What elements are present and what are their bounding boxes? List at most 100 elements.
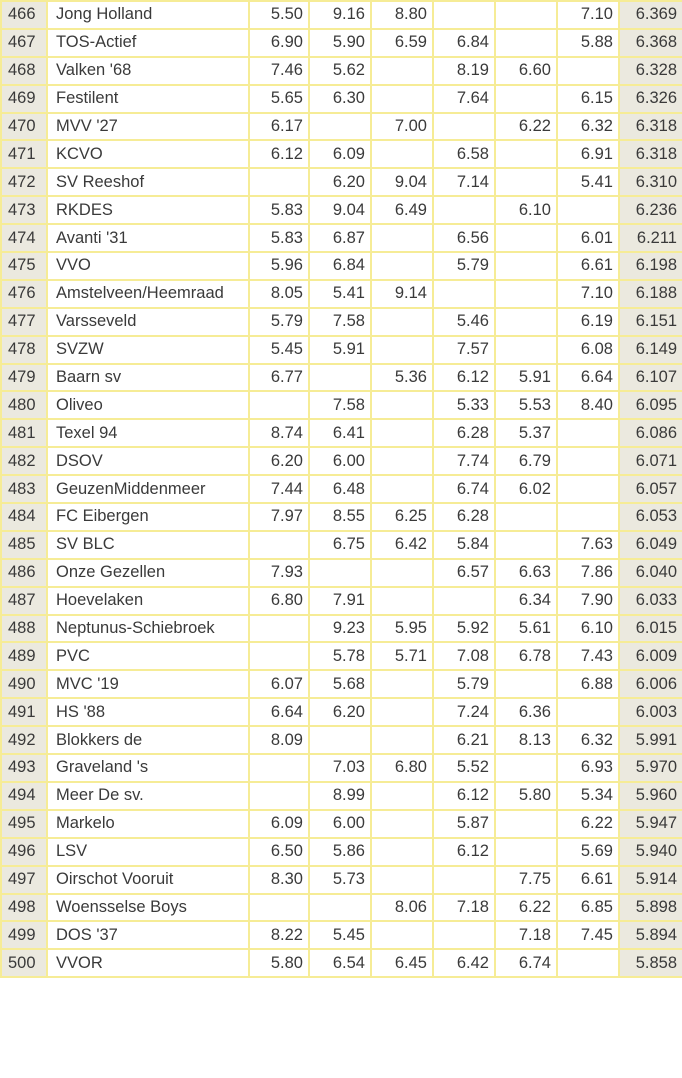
score: 5.41: [556, 167, 620, 198]
score: 6.74: [494, 948, 558, 979]
table-row: 486 Onze Gezellen 7.93 6.57 6.63 7.86 6.040: [0, 557, 682, 588]
table-row: 473 RKDES 5.83 9.04 6.49 6.10 6.236: [0, 195, 682, 226]
score: [556, 697, 620, 728]
score: 6.25: [370, 502, 434, 532]
table-row: 491 HS '88 6.64 6.20 7.24 6.36 6.003: [0, 697, 682, 728]
club-name: VVO: [46, 251, 250, 281]
score: 5.34: [556, 780, 620, 811]
score: 7.91: [308, 585, 372, 616]
rank: 470: [0, 111, 48, 142]
club-name: PVC: [46, 641, 250, 672]
rank: 489: [0, 641, 48, 672]
score: 8.13: [494, 725, 558, 756]
table-row: 472 SV Reeshof 6.20 9.04 7.14 5.41 6.310: [0, 167, 682, 198]
final-score: 6.198: [618, 251, 682, 281]
table-row: 468 Valken '68 7.46 5.62 8.19 6.60 6.328: [0, 55, 682, 86]
score: [494, 223, 558, 254]
score: 6.59: [370, 27, 434, 58]
score: 6.84: [308, 251, 372, 281]
rank: 480: [0, 390, 48, 421]
score: 6.45: [370, 948, 434, 979]
score: [370, 836, 434, 867]
score: [248, 167, 310, 198]
club-name: Markelo: [46, 808, 250, 839]
table-row: 477 Varsseveld 5.79 7.58 5.46 6.19 6.151: [0, 306, 682, 337]
club-name: Baarn sv: [46, 362, 250, 393]
table-row: 496 LSV 6.50 5.86 6.12 5.69 5.940: [0, 836, 682, 867]
score: [556, 948, 620, 979]
score: 6.77: [248, 362, 310, 393]
score: 8.55: [308, 502, 372, 532]
rank: 491: [0, 697, 48, 728]
score: 6.41: [308, 418, 372, 449]
club-name: HS '88: [46, 697, 250, 728]
club-name: Hoevelaken: [46, 585, 250, 616]
table-row: 478 SVZW 5.45 5.91 7.57 6.08 6.149: [0, 334, 682, 365]
table-row: 479 Baarn sv 6.77 5.36 6.12 5.91 6.64 6.107: [0, 362, 682, 393]
rank: 467: [0, 27, 48, 58]
score: 6.75: [308, 529, 372, 560]
score: 6.61: [556, 251, 620, 281]
final-score: 5.970: [618, 753, 682, 783]
score: [248, 892, 310, 923]
table-row: 474 Avanti '31 5.83 6.87 6.56 6.01 6.211: [0, 223, 682, 254]
score: 8.05: [248, 278, 310, 309]
club-name: FC Eibergen: [46, 502, 250, 532]
score: [370, 808, 434, 839]
score: 7.14: [432, 167, 496, 198]
score: 6.20: [308, 167, 372, 198]
score: 9.23: [308, 613, 372, 644]
score: [494, 83, 558, 114]
final-score: 5.894: [618, 920, 682, 951]
score: [556, 195, 620, 226]
score: 7.03: [308, 753, 372, 783]
table-row: 499 DOS '37 8.22 5.45 7.18 7.45 5.894: [0, 920, 682, 951]
score: [248, 529, 310, 560]
club-name: Blokkers de: [46, 725, 250, 756]
table-row: 488 Neptunus-Schiebroek 9.23 5.95 5.92 5.61 6.…: [0, 613, 682, 644]
score: 6.22: [556, 808, 620, 839]
score: 8.06: [370, 892, 434, 923]
score: 7.45: [556, 920, 620, 951]
score: [248, 641, 310, 672]
score: 5.61: [494, 613, 558, 644]
table-row: 482 DSOV 6.20 6.00 7.74 6.79 6.071: [0, 446, 682, 477]
score: 5.46: [432, 306, 496, 337]
final-score: 6.003: [618, 697, 682, 728]
final-score: 6.326: [618, 83, 682, 114]
score: 7.08: [432, 641, 496, 672]
club-name: Varsseveld: [46, 306, 250, 337]
score: 6.49: [370, 195, 434, 226]
score: 5.79: [248, 306, 310, 337]
rank: 490: [0, 669, 48, 700]
score: 6.21: [432, 725, 496, 756]
score: 5.79: [432, 251, 496, 281]
score: 6.80: [370, 753, 434, 783]
rank: 476: [0, 278, 48, 309]
score: [494, 502, 558, 532]
rank: 475: [0, 251, 48, 281]
club-name: Neptunus-Schiebroek: [46, 613, 250, 644]
score: 7.00: [370, 111, 434, 142]
rank: 498: [0, 892, 48, 923]
score: [370, 585, 434, 616]
score: [370, 55, 434, 86]
club-name: Onze Gezellen: [46, 557, 250, 588]
score: [370, 390, 434, 421]
score: [370, 418, 434, 449]
score: 5.62: [308, 55, 372, 86]
score: 5.79: [432, 669, 496, 700]
score: [308, 557, 372, 588]
club-name: Oliveo: [46, 390, 250, 421]
club-name: KCVO: [46, 139, 250, 170]
rank: 484: [0, 502, 48, 532]
score: 5.33: [432, 390, 496, 421]
final-score: 6.236: [618, 195, 682, 226]
score: [494, 251, 558, 281]
score: 6.57: [432, 557, 496, 588]
score: 6.12: [432, 362, 496, 393]
score: [370, 334, 434, 365]
table-row: 469 Festilent 5.65 6.30 7.64 6.15 6.326: [0, 83, 682, 114]
score: 7.75: [494, 864, 558, 895]
score: 7.63: [556, 529, 620, 560]
